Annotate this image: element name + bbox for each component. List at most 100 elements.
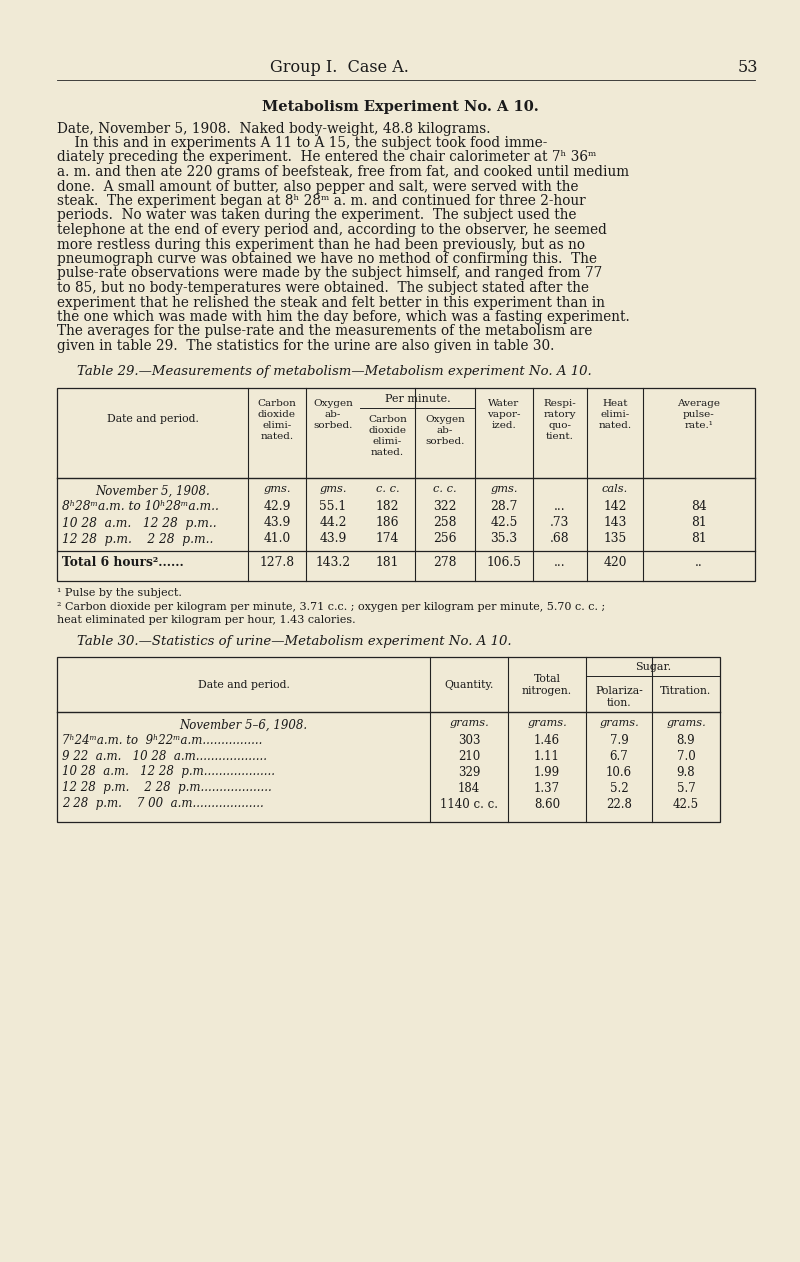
Text: Total 6 hours²......: Total 6 hours²...... xyxy=(62,557,184,569)
Text: 127.8: 127.8 xyxy=(259,557,294,569)
Text: 8ʰ28ᵐa.m. to 10ʰ28ᵐa.m..: 8ʰ28ᵐa.m. to 10ʰ28ᵐa.m.. xyxy=(62,501,219,514)
Text: 142: 142 xyxy=(603,501,626,514)
Text: Per minute.: Per minute. xyxy=(385,394,450,404)
Text: 42.9: 42.9 xyxy=(263,501,290,514)
Text: 42.5: 42.5 xyxy=(673,798,699,810)
Text: November 5–6, 1908.: November 5–6, 1908. xyxy=(179,718,307,732)
Bar xyxy=(57,387,755,581)
Text: Average
pulse-
rate.¹: Average pulse- rate.¹ xyxy=(678,400,721,430)
Text: experiment that he relished the steak and felt better in this experiment than in: experiment that he relished the steak an… xyxy=(57,295,605,309)
Text: 303: 303 xyxy=(458,733,480,747)
Text: gms.: gms. xyxy=(490,485,518,495)
Text: 1.46: 1.46 xyxy=(534,733,560,747)
Text: the one which was made with him the day before, which was a fasting experiment.: the one which was made with him the day … xyxy=(57,310,630,324)
Text: c. c.: c. c. xyxy=(376,485,399,495)
Text: Table 29.—Measurements of metabolism—Metabolism experiment No. A 10.: Table 29.—Measurements of metabolism—Met… xyxy=(77,366,592,379)
Text: Sugar.: Sugar. xyxy=(635,663,671,673)
Text: 322: 322 xyxy=(434,501,457,514)
Text: 53: 53 xyxy=(738,59,758,76)
Text: ² Carbon dioxide per kilogram per minute, 3.71 c.c. ; oxygen per kilogram per mi: ² Carbon dioxide per kilogram per minute… xyxy=(57,602,606,625)
Text: .68: .68 xyxy=(550,533,570,545)
Text: 7.0: 7.0 xyxy=(677,750,695,762)
Text: pulse-rate observations were made by the subject himself, and ranged from 77: pulse-rate observations were made by the… xyxy=(57,266,602,280)
Text: 43.9: 43.9 xyxy=(263,516,290,530)
Text: 10 28  a.m.   12 28  p.m...................: 10 28 a.m. 12 28 p.m................... xyxy=(62,766,275,779)
Text: Carbon
dioxide
elimi-
nated.: Carbon dioxide elimi- nated. xyxy=(258,400,297,440)
Text: 7ʰ24ᵐa.m. to  9ʰ22ᵐa.m................: 7ʰ24ᵐa.m. to 9ʰ22ᵐa.m................ xyxy=(62,733,262,747)
Text: Respi-
ratory
quo-
tient.: Respi- ratory quo- tient. xyxy=(544,400,576,440)
Text: ...: ... xyxy=(554,501,566,514)
Text: steak.  The experiment began at 8ʰ 28ᵐ a. m. and continued for three 2-hour: steak. The experiment began at 8ʰ 28ᵐ a.… xyxy=(57,194,586,208)
Text: to 85, but no body-temperatures were obtained.  The subject stated after the: to 85, but no body-temperatures were obt… xyxy=(57,281,589,295)
Text: Heat
elimi-
nated.: Heat elimi- nated. xyxy=(598,400,631,430)
Text: The averages for the pulse-rate and the measurements of the metabolism are: The averages for the pulse-rate and the … xyxy=(57,324,592,338)
Text: Date and period.: Date and period. xyxy=(198,680,290,690)
Text: Table 30.—Statistics of urine—Metabolism experiment No. A 10.: Table 30.—Statistics of urine—Metabolism… xyxy=(77,635,512,647)
Text: c. c.: c. c. xyxy=(433,485,457,495)
Text: gms.: gms. xyxy=(319,485,346,495)
Text: grams.: grams. xyxy=(527,718,567,728)
Text: 9.8: 9.8 xyxy=(677,766,695,779)
Text: 174: 174 xyxy=(376,533,399,545)
Text: pneumograph curve was obtained we have no method of confirming this.  The: pneumograph curve was obtained we have n… xyxy=(57,252,597,266)
Text: gms.: gms. xyxy=(263,485,290,495)
Text: 420: 420 xyxy=(603,557,626,569)
Text: done.  A small amount of butter, also pepper and salt, were served with the: done. A small amount of butter, also pep… xyxy=(57,179,578,193)
Text: telephone at the end of every period and, according to the observer, he seemed: telephone at the end of every period and… xyxy=(57,223,607,237)
Text: 143.2: 143.2 xyxy=(315,557,350,569)
Text: 41.0: 41.0 xyxy=(263,533,290,545)
Text: 84: 84 xyxy=(691,501,707,514)
Text: 42.5: 42.5 xyxy=(490,516,518,530)
Text: cals.: cals. xyxy=(602,485,628,495)
Text: Polariza-
tion.: Polariza- tion. xyxy=(595,687,643,708)
Text: Metabolism Experiment No. A 10.: Metabolism Experiment No. A 10. xyxy=(262,100,538,114)
Text: Quantity.: Quantity. xyxy=(444,680,494,690)
Text: November 5, 1908.: November 5, 1908. xyxy=(95,485,210,497)
Text: 210: 210 xyxy=(458,750,480,762)
Text: grams.: grams. xyxy=(449,718,489,728)
Text: given in table 29.  The statistics for the urine are also given in table 30.: given in table 29. The statistics for th… xyxy=(57,339,554,353)
Text: 55.1: 55.1 xyxy=(319,501,346,514)
Text: 81: 81 xyxy=(691,533,707,545)
Text: a. m. and then ate 220 grams of beefsteak, free from fat, and cooked until mediu: a. m. and then ate 220 grams of beefstea… xyxy=(57,165,629,179)
Text: 7.9: 7.9 xyxy=(610,733,628,747)
Text: 2 28  p.m.    7 00  a.m...................: 2 28 p.m. 7 00 a.m................... xyxy=(62,798,264,810)
Text: 9 22  a.m.   10 28  a.m...................: 9 22 a.m. 10 28 a.m................... xyxy=(62,750,267,762)
Text: Date and period.: Date and period. xyxy=(106,414,198,424)
Text: diately preceding the experiment.  He entered the chair calorimeter at 7ʰ 36ᵐ: diately preceding the experiment. He ent… xyxy=(57,150,596,164)
Text: Oxygen
ab-
sorbed.: Oxygen ab- sorbed. xyxy=(425,415,465,445)
Text: 1140 c. c.: 1140 c. c. xyxy=(440,798,498,810)
Text: 5.2: 5.2 xyxy=(610,781,628,795)
Text: 5.7: 5.7 xyxy=(677,781,695,795)
Text: 81: 81 xyxy=(691,516,707,530)
Text: 8.60: 8.60 xyxy=(534,798,560,810)
Text: 258: 258 xyxy=(434,516,457,530)
Text: 43.9: 43.9 xyxy=(319,533,346,545)
Text: Water
vapor-
ized.: Water vapor- ized. xyxy=(487,400,521,430)
Text: 8.9: 8.9 xyxy=(677,733,695,747)
Text: .73: .73 xyxy=(550,516,570,530)
Text: 278: 278 xyxy=(434,557,457,569)
Text: 28.7: 28.7 xyxy=(490,501,518,514)
Text: 35.3: 35.3 xyxy=(490,533,518,545)
Text: 44.2: 44.2 xyxy=(319,516,346,530)
Text: 143: 143 xyxy=(603,516,626,530)
Text: 12 28  p.m.    2 28  p.m...................: 12 28 p.m. 2 28 p.m................... xyxy=(62,781,272,795)
Text: 181: 181 xyxy=(376,557,399,569)
Text: 184: 184 xyxy=(458,781,480,795)
Text: grams.: grams. xyxy=(599,718,639,728)
Text: Oxygen
ab-
sorbed.: Oxygen ab- sorbed. xyxy=(313,400,353,430)
Text: grams.: grams. xyxy=(666,718,706,728)
Text: Titration.: Titration. xyxy=(660,687,712,697)
Text: 329: 329 xyxy=(458,766,480,779)
Text: periods.  No water was taken during the experiment.  The subject used the: periods. No water was taken during the e… xyxy=(57,208,577,222)
Text: ...: ... xyxy=(554,557,566,569)
Text: 10 28  a.m.   12 28  p.m..: 10 28 a.m. 12 28 p.m.. xyxy=(62,516,217,530)
Text: 186: 186 xyxy=(376,516,399,530)
Text: 1.37: 1.37 xyxy=(534,781,560,795)
Text: 12 28  p.m.    2 28  p.m..: 12 28 p.m. 2 28 p.m.. xyxy=(62,533,214,545)
Text: 10.6: 10.6 xyxy=(606,766,632,779)
Text: 1.11: 1.11 xyxy=(534,750,560,762)
Bar xyxy=(57,656,720,822)
Text: 182: 182 xyxy=(376,501,399,514)
